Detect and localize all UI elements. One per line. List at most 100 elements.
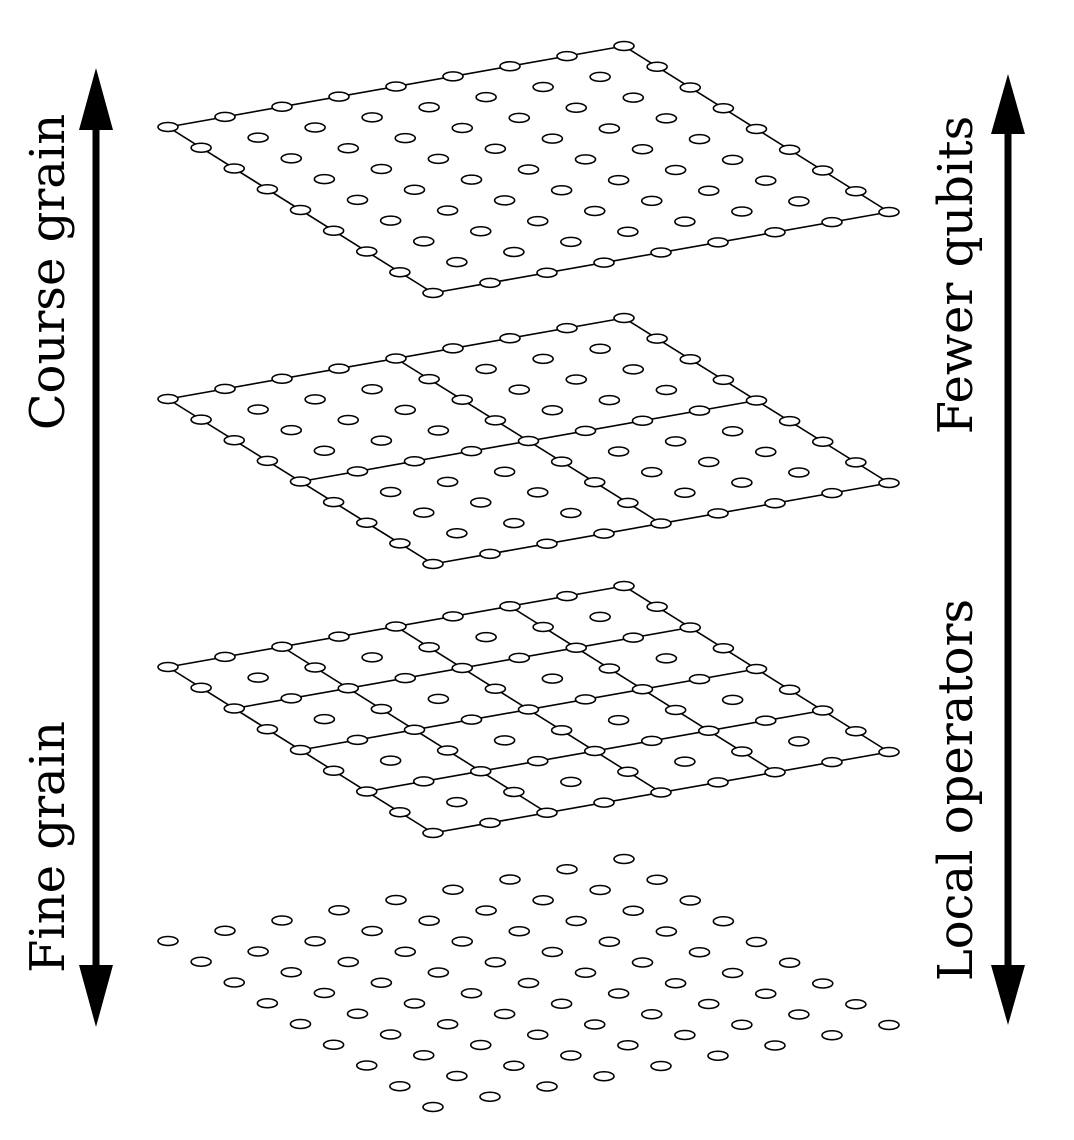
qubit-node: [385, 621, 407, 632]
qubit-node: [446, 1070, 468, 1082]
qubit-node: [655, 384, 678, 396]
qubit-node: [157, 661, 179, 673]
qubit-node: [436, 1018, 459, 1030]
qubit-node: [436, 476, 459, 488]
qubit-node: [679, 82, 702, 93]
qubit-node: [379, 486, 402, 498]
qubit-node: [674, 1029, 696, 1041]
qubit-node: [403, 184, 426, 196]
qubit-node: [589, 611, 611, 623]
qubit-node: [214, 925, 236, 937]
qubit-node: [403, 455, 426, 467]
qubit-node: [589, 884, 611, 896]
qubit-node: [355, 1060, 378, 1071]
qubit-node: [427, 425, 450, 436]
qubit-node: [355, 786, 378, 797]
qubit-node: [650, 787, 672, 798]
qubit-node: [650, 247, 672, 258]
qubit-node: [214, 111, 236, 123]
right-arrow-up-head: [991, 74, 1025, 134]
qubit-node: [469, 1039, 492, 1051]
qubit-node: [565, 102, 588, 114]
qubit-node: [223, 163, 246, 174]
qubit-node: [764, 766, 786, 778]
qubit-node: [541, 133, 564, 144]
qubit-node: [574, 967, 597, 979]
qubit-node: [289, 476, 312, 487]
qubit-node: [214, 383, 236, 395]
qubit-node: [271, 641, 293, 653]
qubit-node: [811, 165, 834, 176]
qubit-node: [280, 153, 303, 164]
qubit-node: [845, 998, 867, 1010]
qubit-node: [418, 641, 440, 653]
qubit-node: [190, 956, 212, 968]
qubit-node: [613, 312, 635, 324]
qubit-node: [289, 1018, 312, 1030]
qubit-node: [346, 734, 369, 746]
qubit-node: [598, 663, 621, 674]
qubit-node: [622, 92, 645, 103]
qubit-node: [532, 894, 554, 906]
qubit-node: [821, 1029, 843, 1041]
qubit-node: [412, 236, 435, 247]
qubit-node: [484, 143, 507, 155]
qubit-node: [346, 466, 369, 477]
qubit-node: [664, 704, 687, 716]
qubit-node: [460, 714, 483, 725]
lattice-layer-4x4-blocks: [157, 312, 900, 570]
qubit-node: [337, 142, 360, 154]
qubit-node: [845, 185, 867, 197]
qubit-node: [764, 1040, 786, 1051]
qubit-node: [631, 415, 654, 427]
qubit-node: [583, 205, 606, 217]
qubit-node: [190, 142, 212, 154]
qubit-node: [412, 1049, 435, 1061]
qubit-node: [788, 196, 810, 207]
qubit-node: [556, 322, 578, 334]
qubit-node: [754, 715, 777, 726]
qubit-node: [650, 1060, 672, 1072]
qubit-node: [379, 1029, 402, 1040]
qubit-node: [422, 287, 444, 299]
qubit-node: [304, 122, 326, 133]
qubit-node: [503, 786, 525, 798]
qubit-node: [679, 895, 702, 906]
qubit-node: [617, 497, 639, 509]
qubit-node: [640, 466, 663, 478]
qubit-node: [541, 946, 564, 958]
qubit-node: [493, 735, 516, 746]
qubit-node: [322, 496, 345, 508]
qubit-node: [469, 765, 492, 777]
qubit-node: [418, 101, 440, 113]
qubit-node: [313, 173, 336, 185]
qubit-node: [731, 1019, 753, 1031]
qubit-node: [778, 415, 801, 427]
qubit-node: [764, 497, 786, 509]
qubit-node: [503, 517, 525, 529]
qubit-node: [436, 745, 459, 756]
qubit-node: [574, 694, 597, 705]
qubit-node: [617, 766, 639, 778]
qubit-node: [712, 915, 735, 927]
qubit-node: [712, 102, 735, 114]
qubit-node: [526, 1029, 549, 1041]
qubit-node: [679, 353, 702, 365]
qubit-node: [379, 215, 402, 226]
qubit-node: [328, 91, 350, 102]
qubit-node: [460, 987, 483, 999]
qubit-node: [389, 538, 411, 549]
qubit-node: [280, 424, 303, 436]
qubit-node: [280, 693, 303, 704]
qubit-node: [412, 776, 435, 787]
qubit-node: [256, 997, 279, 1009]
qubit-node: [712, 642, 735, 654]
qubit-node: [560, 507, 582, 519]
qubit-node: [223, 703, 246, 714]
qubit-node: [385, 81, 407, 92]
qubit-node: [190, 682, 212, 694]
qubit-node: [526, 487, 549, 498]
qubit-node: [337, 682, 360, 694]
qubit-node: [157, 393, 179, 405]
qubit-node: [280, 966, 303, 978]
